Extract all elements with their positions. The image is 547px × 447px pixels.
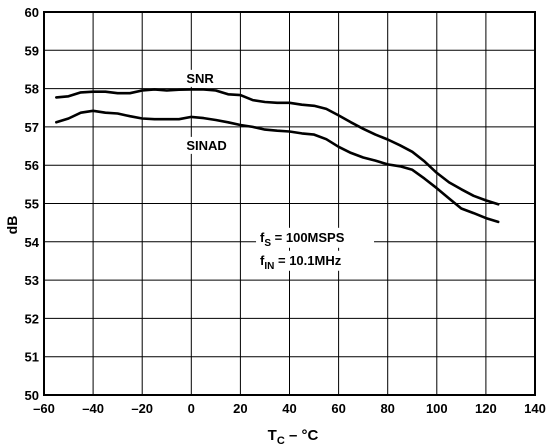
annotation-rest: = 100MSPS [271,230,345,245]
x-tick-label: 0 [188,401,195,416]
y-tick-label: 51 [25,350,39,365]
series-line-sinad [54,109,500,224]
y-tick-label: 55 [25,197,39,212]
annotation-main: f [260,230,265,245]
y-tick-label: 50 [25,388,39,403]
y-tick-label: 60 [25,5,39,20]
x-axis-title-main: T [268,427,277,444]
x-tick-label: 40 [282,401,296,416]
series-label-sinad: SINAD [186,138,226,153]
x-tick-label: –20 [131,401,153,416]
x-tick-label: 100 [426,401,448,416]
y-tick-label: 52 [25,311,39,326]
annotation-sub: S [264,238,271,249]
x-tick-label: –60 [33,401,55,416]
annotation-input-frequency: fIN = 10.1MHz [260,253,342,272]
x-axis-title-rest: – °C [285,427,319,444]
x-tick-label: 120 [475,401,497,416]
x-tick-label: 80 [380,401,394,416]
x-axis-title-sub: C [277,435,285,447]
annotation-main: f [260,253,265,268]
series-line-snr [54,88,500,206]
annotation-background [256,250,375,271]
x-tick-label: 20 [233,401,247,416]
x-tick-label: 60 [331,401,345,416]
annotation-rest: = 10.1MHz [274,253,341,268]
x-tick-label: –40 [82,401,104,416]
annotation-background [256,227,375,248]
y-axis-title: dB [4,216,20,235]
y-tick-label: 57 [25,120,39,135]
grid [43,11,536,396]
y-tick-label: 58 [25,82,39,97]
x-axis-title: TC – °C [268,427,319,447]
y-tick-label: 59 [25,43,39,58]
annotation-sample-rate: fS = 100MSPS [260,230,345,249]
annotation-sub: IN [264,261,274,272]
y-tick-label: 56 [25,158,39,173]
y-tick-label: 54 [25,235,40,250]
series-labels: SNR SINAD [182,69,238,154]
series-label-background [182,69,219,87]
y-tick-label: 53 [25,273,39,288]
series-label-snr: SNR [186,71,214,86]
axis-ticks: –60 –40 –20 0 20 40 60 80 100 120 140 50 51 52 53 54 55 5… [25,5,546,416]
series-label-background [182,136,238,154]
series-lines [54,88,500,224]
plot-frame [43,11,536,396]
x-tick-label: 140 [524,401,546,416]
